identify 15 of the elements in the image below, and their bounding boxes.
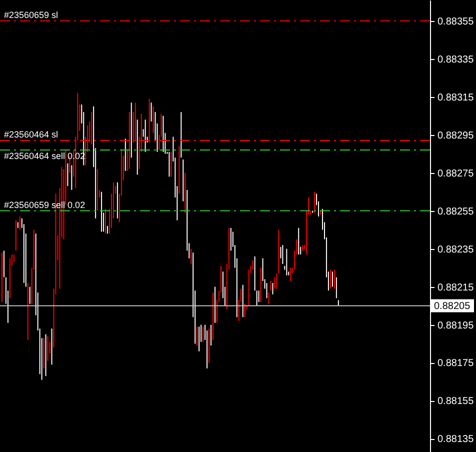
y-tick-label: 0.88215 xyxy=(438,282,474,294)
y-tick-label: 0.88295 xyxy=(438,130,474,142)
y-tick-label: 0.88155 xyxy=(438,396,474,408)
y-tick-label: 0.88335 xyxy=(438,54,474,66)
y-tick-label: 0.88355 xyxy=(438,16,474,28)
y-tick-label: 0.88255 xyxy=(438,206,474,218)
y-tick-label: 0.88235 xyxy=(438,244,474,256)
ref-line-label: #23560659 sl xyxy=(4,10,58,20)
y-tick-label: 0.88135 xyxy=(438,434,474,446)
y-tick-label: 0.88195 xyxy=(438,320,474,332)
y-tick-label: 0.88275 xyxy=(438,168,474,180)
ref-line-label: 0.88205 xyxy=(434,300,471,312)
y-tick-label: 0.88315 xyxy=(438,92,474,104)
ref-line-label: #23560464 sl xyxy=(4,130,58,140)
y-tick-label: 0.88175 xyxy=(438,358,474,370)
